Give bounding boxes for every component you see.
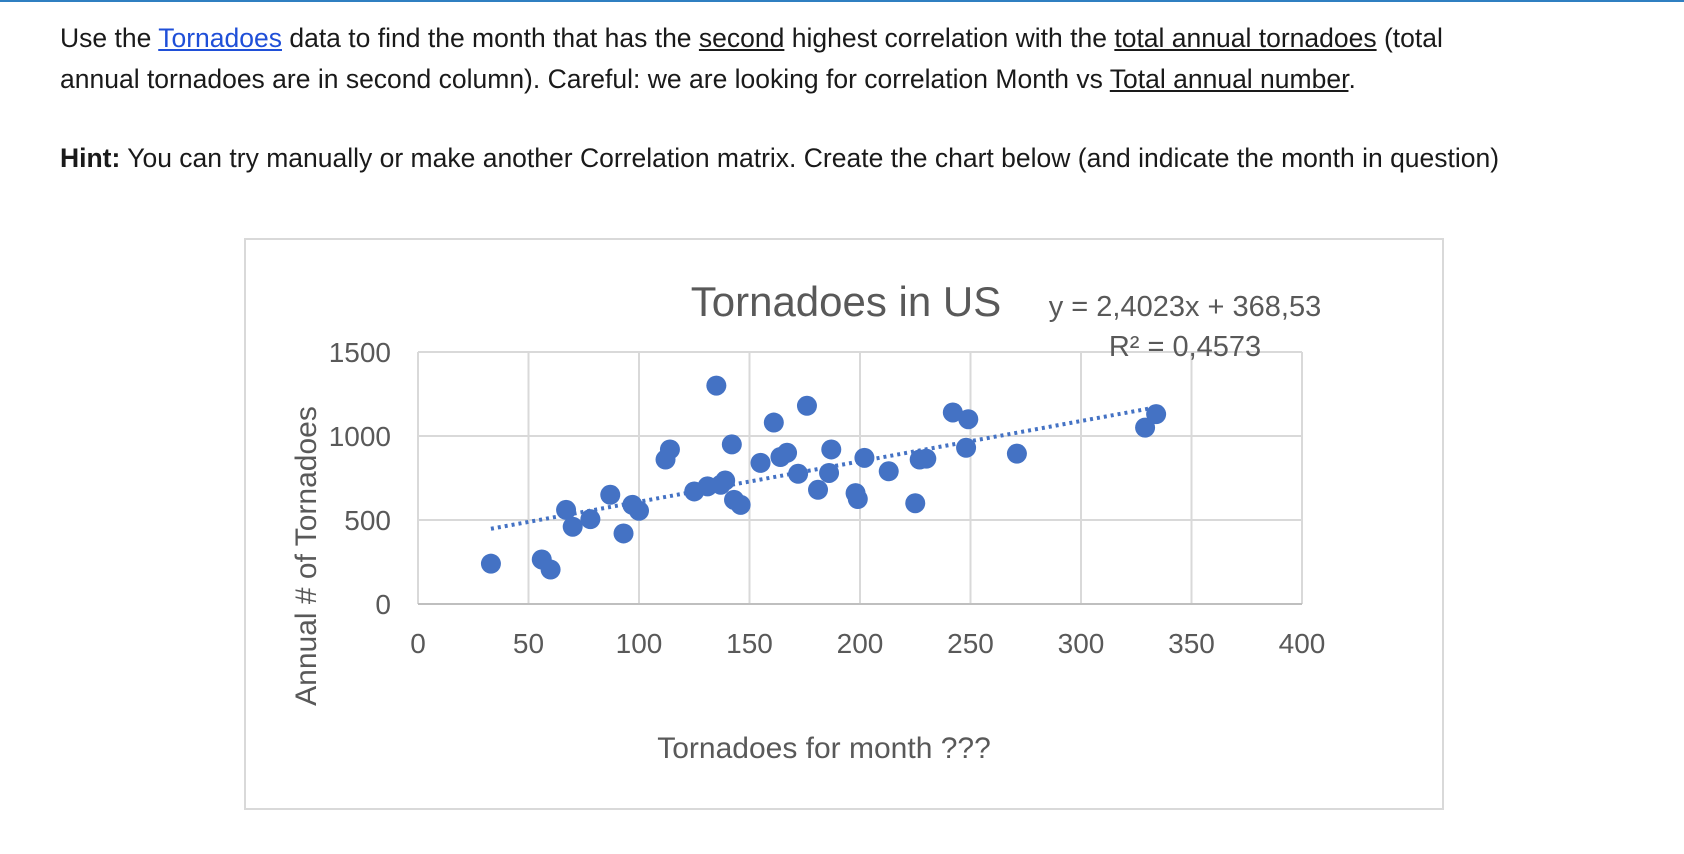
data-point (480, 553, 501, 574)
x-axis-label: Tornadoes for month ??? (657, 732, 991, 765)
data-point (788, 463, 809, 484)
data-point (796, 395, 817, 416)
hint-paragraph: Hint: You can try manually or make anoth… (60, 138, 1670, 179)
data-point (580, 509, 601, 530)
data-points (480, 375, 1167, 580)
x-tick-label: 400 (1279, 628, 1326, 659)
data-point (808, 479, 829, 500)
data-point (659, 439, 680, 460)
data-point (715, 470, 736, 491)
question-text-5: annual tornadoes are in second column). … (60, 64, 1110, 94)
data-point (1146, 404, 1167, 425)
data-point (706, 375, 727, 396)
data-point (556, 499, 577, 520)
y-tick-label: 1500 (329, 337, 391, 368)
data-point (730, 494, 751, 515)
data-point (562, 516, 583, 537)
chart-title: Tornadoes in US (691, 278, 1002, 325)
question-text-2: data to find the month that has the (281, 23, 699, 53)
data-point (629, 500, 649, 521)
data-point (1006, 443, 1027, 464)
emphasis-total-annual: total annual tornadoes (1114, 23, 1377, 53)
x-tick-label: 250 (947, 628, 994, 659)
gridlines (417, 351, 1303, 605)
data-point (600, 484, 621, 505)
x-tick-label: 200 (837, 628, 884, 659)
x-tick-label: 50 (513, 628, 544, 659)
trend-equation: y = 2,4023x + 368,53 (1049, 291, 1322, 323)
hint-label: Hint: (60, 143, 121, 173)
tornadoes-data-link[interactable]: Tornadoes (158, 23, 282, 53)
emphasis-second: second (698, 23, 785, 53)
data-point (777, 442, 798, 463)
top-divider (0, 0, 1684, 2)
chart-frame: 0 50 100 150 200 250 300 350 400 0 500 1000 1500 Tor… (244, 238, 1444, 810)
data-point (956, 437, 977, 458)
question-text: Use the Tornadoes data to find the month… (60, 18, 1670, 179)
data-point (847, 489, 868, 509)
question-paragraph: Use the Tornadoes data to find the month… (60, 18, 1670, 100)
data-point (958, 409, 979, 430)
question-text-3: highest correlation with the (784, 23, 1115, 53)
x-tick-label: 150 (726, 628, 773, 659)
x-tick-label: 300 (1058, 628, 1105, 659)
y-tick-label: 1000 (329, 421, 391, 452)
data-point (721, 434, 742, 455)
x-tick-label: 100 (616, 628, 663, 659)
x-tick-label: 350 (1168, 628, 1215, 659)
data-point (540, 559, 561, 580)
r-squared-label: R² = 0,4573 (1109, 331, 1261, 363)
emphasis-total-number: Total annual number (1109, 64, 1349, 94)
question-text-1: Use the (60, 23, 159, 53)
tick-labels: 0 50 100 150 200 250 300 350 400 0 500 1000 1500 (329, 337, 1326, 659)
data-point (613, 523, 634, 544)
trendline (490, 404, 1159, 531)
y-tick-label: 500 (344, 505, 391, 536)
x-tick-label: 0 (410, 628, 426, 659)
y-tick-label: 0 (375, 589, 391, 620)
data-point (878, 461, 899, 482)
scatter-chart: 0 50 100 150 200 250 300 350 400 0 500 1000 1500 Tor… (290, 278, 1326, 765)
data-point (819, 462, 840, 483)
hint-text: You can try manually or make another Cor… (120, 143, 1500, 173)
data-point (763, 412, 784, 433)
question-text-6: . (1348, 64, 1356, 94)
data-point (905, 493, 926, 514)
y-axis-label: Annual # of Tornadoes (290, 406, 323, 706)
data-point (750, 452, 771, 473)
data-point (1135, 417, 1156, 438)
data-point (942, 402, 963, 423)
data-point (821, 439, 842, 460)
trendline-group (490, 404, 1159, 531)
data-point (916, 448, 937, 469)
question-text-4: (total (1376, 23, 1443, 53)
data-point (854, 447, 875, 468)
